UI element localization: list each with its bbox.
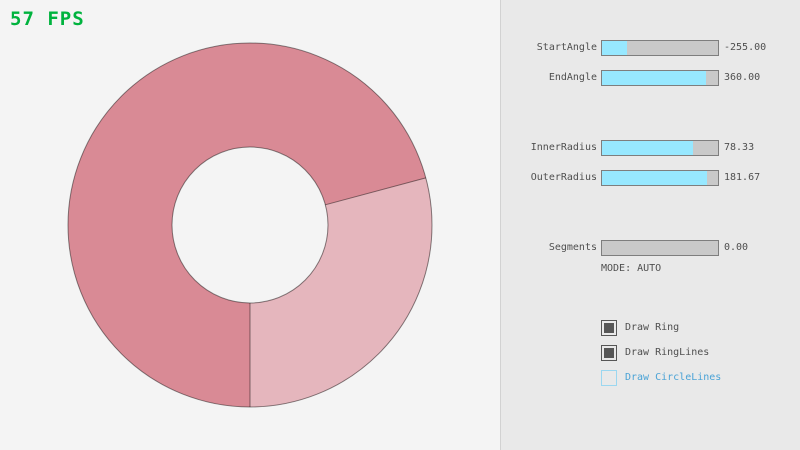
slider-start-angle[interactable] bbox=[601, 40, 719, 56]
ring-outer-outline bbox=[67, 42, 433, 408]
slider-value-inner-radius: 78.33 bbox=[724, 142, 755, 153]
slider-fill-inner-radius bbox=[602, 141, 693, 155]
checkbox-draw-ringlines-box[interactable] bbox=[601, 345, 617, 361]
slider-label-segments: Segments bbox=[548, 242, 597, 253]
slider-value-start-angle: -255.00 bbox=[724, 42, 767, 53]
slider-value-segments: 0.00 bbox=[724, 242, 749, 253]
checkbox-draw-circlelines-label: Draw CircleLines bbox=[625, 372, 722, 383]
checkbox-draw-ringlines[interactable]: Draw RingLines bbox=[601, 345, 709, 361]
slider-label-start-angle: StartAngle bbox=[536, 42, 597, 53]
checkbox-draw-circlelines-box[interactable] bbox=[601, 370, 617, 386]
slider-value-outer-radius: 181.67 bbox=[724, 172, 761, 183]
slider-label-inner-radius: InnerRadius bbox=[530, 142, 597, 153]
controls-panel: StartAngle -255.00 EndAngle 360.00 Inner… bbox=[500, 0, 800, 450]
slider-value-end-angle: 360.00 bbox=[724, 72, 761, 83]
checkbox-check-mark bbox=[604, 348, 614, 358]
ring-single-region bbox=[250, 177, 433, 407]
slider-end-angle[interactable] bbox=[601, 70, 719, 86]
fps-counter: 57 FPS bbox=[10, 8, 85, 30]
slider-fill-outer-radius bbox=[602, 171, 708, 185]
checkbox-draw-ring-label: Draw Ring bbox=[625, 322, 680, 333]
checkbox-draw-ring-box[interactable] bbox=[601, 320, 617, 336]
checkbox-draw-circlelines[interactable]: Draw CircleLines bbox=[601, 370, 721, 386]
slider-label-outer-radius: OuterRadius bbox=[530, 172, 597, 183]
slider-fill-start-angle bbox=[602, 41, 628, 55]
slider-segments[interactable] bbox=[601, 240, 719, 256]
checkbox-check-mark bbox=[604, 373, 614, 383]
checkbox-draw-ringlines-label: Draw RingLines bbox=[625, 347, 710, 358]
checkbox-draw-ring[interactable]: Draw Ring bbox=[601, 320, 679, 336]
slider-label-end-angle: EndAngle bbox=[548, 72, 597, 83]
checkbox-check-mark bbox=[604, 323, 614, 333]
slider-inner-radius[interactable] bbox=[601, 140, 719, 156]
mode-label: MODE: AUTO bbox=[601, 263, 662, 274]
ring-inner-outline bbox=[171, 146, 329, 304]
ring-divider-right bbox=[325, 177, 426, 206]
slider-fill-end-angle bbox=[602, 71, 707, 85]
slider-outer-radius[interactable] bbox=[601, 170, 719, 186]
ring-canvas bbox=[67, 42, 433, 408]
